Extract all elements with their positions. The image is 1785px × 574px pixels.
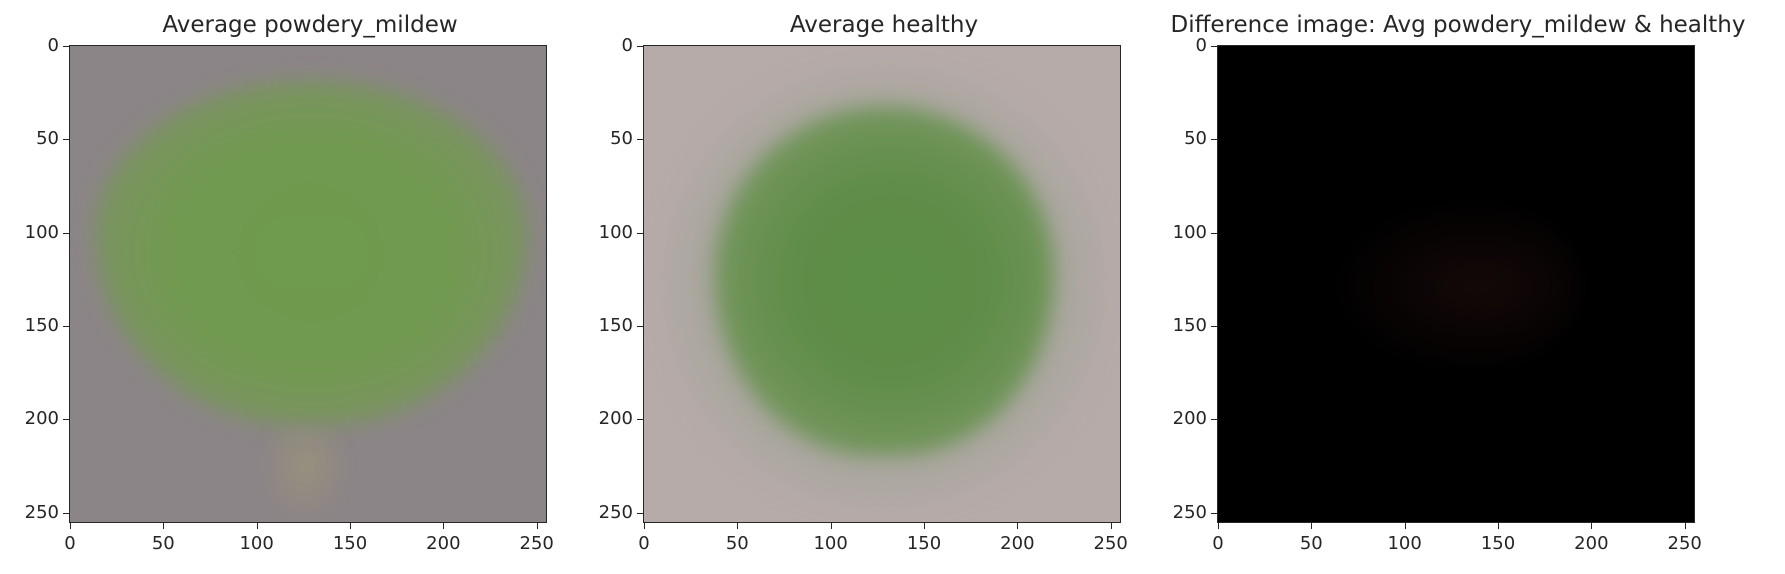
panel-healthy: Average healthy 0 50 100 150 200 250 0 50 100 150… — [574, 0, 1128, 574]
x-tick-mark — [643, 523, 645, 529]
difference-image — [1217, 45, 1695, 523]
y-tick-label: 100 — [24, 221, 59, 243]
x-tick-mark — [1017, 523, 1019, 529]
y-tick-label: 150 — [1172, 315, 1207, 336]
average-powdery-mildew-image — [69, 45, 547, 523]
y-tick-label: 250 — [1172, 501, 1207, 523]
y-tick-mark — [637, 232, 643, 234]
x-tick-mark — [350, 523, 351, 529]
y-tick-mark — [1211, 232, 1217, 234]
x-tick-label: 200 — [426, 533, 461, 554]
y-tick-label: 250 — [598, 501, 633, 523]
y-tick-mark — [1211, 45, 1217, 47]
x-tick-label: 200 — [1000, 533, 1035, 554]
x-tick-mark — [1591, 523, 1593, 529]
y-tick-mark — [637, 139, 643, 141]
y-tick-mark — [1211, 512, 1217, 514]
x-tick-mark — [163, 523, 165, 529]
y-tick-mark — [63, 419, 69, 421]
x-tick-label: 250 — [1667, 533, 1702, 554]
x-tick-mark — [1110, 523, 1112, 529]
y-tick-mark — [637, 45, 643, 47]
x-tick-mark — [536, 523, 538, 529]
y-tick-mark — [1211, 326, 1217, 327]
y-tick-mark — [63, 45, 69, 47]
y-tick-mark — [63, 139, 69, 141]
x-tick-mark — [924, 523, 925, 529]
y-tick-label: 200 — [24, 408, 59, 430]
y-tick-mark — [63, 232, 69, 234]
x-tick-mark — [1684, 523, 1686, 529]
y-tick-label: 150 — [598, 315, 633, 336]
x-tick-label: 100 — [1387, 533, 1422, 554]
panel-powdery-mildew: Average powdery_mildew 0 50 100 150 200 250 0 5… — [0, 0, 554, 574]
y-tick-label: 0 — [621, 34, 633, 56]
x-tick-mark — [1498, 523, 1499, 529]
x-tick-label: 100 — [813, 533, 848, 554]
y-tick-label: 200 — [598, 408, 633, 430]
y-tick-label: 100 — [1172, 221, 1207, 243]
faint-difference — [1328, 196, 1578, 376]
x-tick-mark — [1404, 523, 1406, 529]
x-tick-label: 100 — [239, 533, 274, 554]
y-tick-mark — [637, 419, 643, 421]
x-tick-label: 50 — [725, 533, 749, 554]
stem-blob — [260, 426, 350, 522]
x-tick-label: 0 — [638, 533, 650, 554]
x-tick-label: 150 — [1480, 533, 1516, 554]
x-tick-label: 150 — [332, 533, 368, 554]
y-tick-label: 50 — [1184, 128, 1207, 150]
leaf-blob — [714, 106, 1054, 456]
y-tick-label: 50 — [610, 128, 633, 150]
x-tick-mark — [69, 523, 71, 529]
panel-difference: Difference image: Avg powdery_mildew & h… — [1148, 0, 1745, 574]
y-tick-mark — [1211, 139, 1217, 141]
leaf-blob — [94, 80, 528, 426]
x-tick-mark — [256, 523, 258, 529]
x-tick-mark — [1311, 523, 1313, 529]
x-tick-label: 200 — [1574, 533, 1609, 554]
y-tick-label: 0 — [1195, 34, 1207, 56]
x-tick-label: 50 — [151, 533, 175, 554]
y-tick-mark — [637, 512, 643, 514]
x-tick-label: 0 — [1212, 533, 1224, 554]
x-tick-mark — [1217, 523, 1219, 529]
x-tick-label: 50 — [1299, 533, 1323, 554]
y-tick-label: 150 — [24, 315, 59, 336]
y-tick-mark — [1211, 419, 1217, 421]
x-tick-label: 250 — [1093, 533, 1128, 554]
average-healthy-image — [643, 45, 1121, 523]
panel-title: Average powdery_mildew — [162, 12, 458, 38]
x-tick-mark — [443, 523, 445, 529]
y-tick-label: 50 — [36, 128, 59, 150]
x-tick-mark — [737, 523, 739, 529]
y-tick-label: 0 — [47, 34, 59, 56]
y-tick-mark — [63, 326, 69, 327]
panel-title: Difference image: Avg powdery_mildew & h… — [1170, 12, 1746, 38]
y-tick-mark — [63, 512, 69, 514]
y-tick-label: 200 — [1172, 408, 1207, 430]
x-tick-label: 0 — [64, 533, 76, 554]
y-tick-label: 250 — [24, 501, 59, 523]
x-tick-label: 150 — [906, 533, 942, 554]
x-tick-label: 250 — [519, 533, 554, 554]
panel-title: Average healthy — [789, 12, 979, 38]
x-tick-mark — [830, 523, 832, 529]
y-tick-label: 100 — [598, 221, 633, 243]
y-tick-mark — [637, 326, 643, 327]
